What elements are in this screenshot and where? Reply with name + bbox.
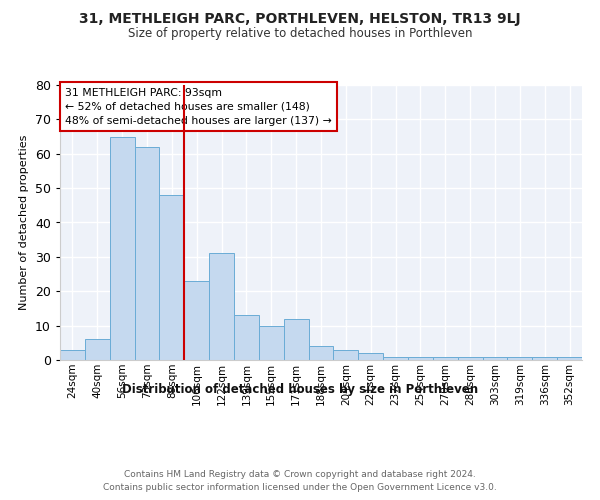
Y-axis label: Number of detached properties: Number of detached properties (19, 135, 29, 310)
Bar (209, 254, 234, 360)
Bar (557, 356, 582, 360)
Bar (110, 136, 134, 360)
Bar (308, 346, 334, 360)
Bar (358, 353, 383, 360)
Bar (532, 356, 557, 360)
Text: 31, METHLEIGH PARC, PORTHLEVEN, HELSTON, TR13 9LJ: 31, METHLEIGH PARC, PORTHLEVEN, HELSTON,… (79, 12, 521, 26)
Text: Distribution of detached houses by size in Porthleven: Distribution of detached houses by size … (122, 382, 478, 396)
Bar (60, 350, 85, 360)
Text: Size of property relative to detached houses in Porthleven: Size of property relative to detached ho… (128, 28, 472, 40)
Bar (458, 356, 482, 360)
Bar (383, 356, 408, 360)
Bar (508, 356, 532, 360)
Bar (160, 195, 184, 360)
Bar (482, 356, 508, 360)
Bar (134, 147, 160, 360)
Bar (259, 326, 284, 360)
Text: Contains public sector information licensed under the Open Government Licence v3: Contains public sector information licen… (103, 482, 497, 492)
Text: 31 METHLEIGH PARC: 93sqm
← 52% of detached houses are smaller (148)
48% of semi-: 31 METHLEIGH PARC: 93sqm ← 52% of detach… (65, 88, 332, 126)
Text: Contains HM Land Registry data © Crown copyright and database right 2024.: Contains HM Land Registry data © Crown c… (124, 470, 476, 479)
Bar (433, 356, 458, 360)
Bar (85, 340, 110, 360)
Bar (184, 281, 209, 360)
Bar (284, 319, 308, 360)
Bar (234, 316, 259, 360)
Bar (334, 350, 358, 360)
Bar (408, 356, 433, 360)
